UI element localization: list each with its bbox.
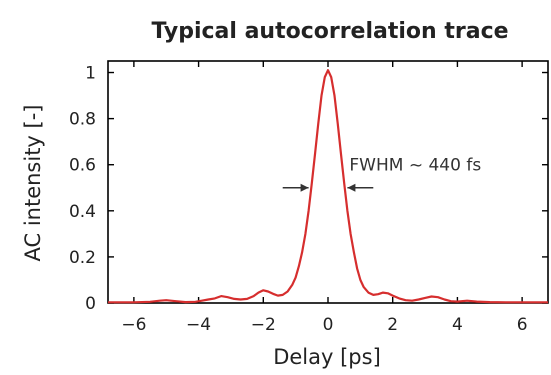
tick-labels: −6 −4 −2 0 2 4 6 0 0.2 0.4 0.6 0.8 1 [69,64,528,335]
x-tick-label: 2 [387,315,398,335]
y-tick-label: 0.8 [69,110,96,130]
x-tick-label: −2 [251,315,276,335]
y-tick-label: 0.6 [69,156,96,176]
series-line-ac-trace [108,69,548,304]
x-tick-label: 0 [323,315,334,335]
y-tick-label: 0.2 [69,248,96,268]
fwhm-arrowhead-left [300,183,309,192]
fwhm-arrowhead-right [347,183,356,192]
y-tick-label: 0 [85,294,96,314]
x-tick-label: −6 [121,315,146,335]
fwhm-annotation: FWHM ~ 440 fs [282,156,481,192]
y-tick-label: 0.4 [69,202,96,222]
fwhm-label: FWHM ~ 440 fs [349,156,481,176]
x-tick-label: 4 [452,315,463,335]
axis-ticks [108,61,548,304]
plot-frame [107,60,549,304]
y-tick-label: 1 [85,64,96,84]
x-axis-label: Delay [ps] [273,345,381,369]
x-tick-label: −4 [186,315,211,335]
x-tick-label: 6 [517,315,528,335]
y-axis-label: AC intensity [-] [21,104,45,261]
chart-title: Typical autocorrelation trace [151,19,508,44]
